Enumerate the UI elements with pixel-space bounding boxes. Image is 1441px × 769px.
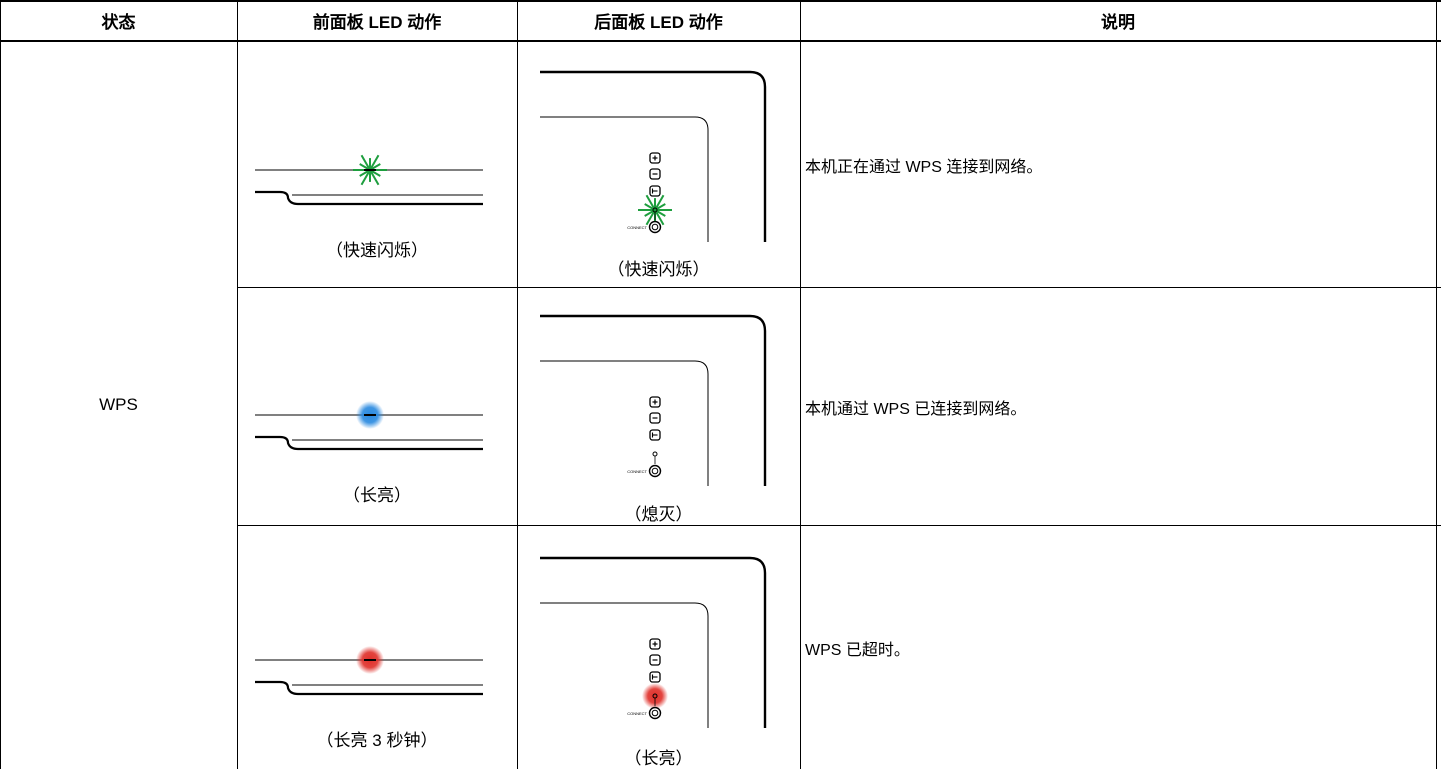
header-rear-led: 后面板 LED 动作	[594, 13, 723, 32]
rear-button-minus	[649, 168, 661, 180]
rear-inner-frame	[540, 116, 709, 242]
front-panel-illustration-2	[255, 401, 483, 451]
rear-button-input	[649, 429, 661, 441]
panel-bezel-edge	[255, 190, 483, 206]
rear-button-plus	[649, 396, 661, 408]
led-flash-ray	[654, 209, 665, 226]
rear-button-input	[649, 185, 661, 197]
led-flash-ray	[360, 154, 371, 171]
led-flash-ray	[369, 169, 380, 186]
rear-panel-illustration-1: CONNECT	[540, 70, 767, 242]
header-front-led: 前面板 LED 动作	[312, 13, 442, 32]
header-description: 说明	[1101, 13, 1135, 32]
connect-label: CONNECT	[627, 469, 647, 474]
rear-led-dot	[652, 451, 658, 457]
rear-panel-illustration-3: CONNECT	[540, 556, 767, 728]
col-divider-2	[517, 0, 518, 769]
led-flash-ray	[645, 194, 656, 211]
row-divider-2	[237, 525, 1441, 526]
row-divider-1	[237, 287, 1441, 288]
row-3-rear-caption: （长亮）	[624, 749, 693, 768]
connect-label: CONNECT	[627, 225, 647, 230]
col-divider-1	[237, 0, 238, 769]
rear-outer-frame	[540, 556, 767, 728]
rear-button-minus	[649, 654, 661, 666]
rear-panel-illustration-2: CONNECT	[540, 314, 767, 486]
row-2-front-caption: （长亮）	[343, 486, 411, 505]
led-glow	[642, 683, 668, 709]
row-2-description: 本机通过 WPS 已连接到网络。	[805, 400, 1027, 418]
row-1-front-caption: （快速闪烁）	[326, 241, 428, 260]
row-1-rear-caption: （快速闪烁）	[607, 260, 710, 279]
state-cell: WPS	[99, 395, 138, 414]
row-3-front-caption: （长亮 3 秒钟）	[316, 731, 438, 750]
led-flash-ray	[654, 194, 665, 211]
row-1-description: 本机正在通过 WPS 连接到网络。	[805, 158, 1043, 176]
connect-button	[648, 706, 662, 720]
led-flash-ray	[360, 169, 371, 186]
panel-bezel-edge	[255, 435, 483, 451]
table-right-border	[1436, 0, 1437, 769]
front-panel-illustration-1	[255, 154, 483, 206]
panel-bezel-edge	[255, 680, 483, 696]
front-panel-illustration-3	[255, 646, 483, 696]
rear-inner-frame	[540, 602, 709, 728]
header-divider	[0, 40, 1441, 42]
row-2-rear-caption: （熄灭）	[624, 505, 693, 524]
col-divider-3	[800, 0, 801, 769]
row-3-description: WPS 已超时。	[805, 641, 910, 659]
header-state: 状态	[101, 13, 136, 32]
connect-label: CONNECT	[627, 711, 647, 716]
connect-button-inner	[651, 223, 659, 231]
rear-outer-frame	[540, 314, 767, 486]
led-flash-ray	[369, 154, 380, 171]
rear-button-input	[649, 671, 661, 683]
table-top-border	[0, 0, 1441, 2]
connect-button	[648, 464, 662, 478]
connect-button	[648, 220, 662, 234]
rear-button-minus	[649, 412, 661, 424]
rear-inner-frame	[540, 360, 709, 486]
connect-button-inner	[651, 709, 659, 717]
led-flash-ray	[645, 209, 656, 226]
rear-button-plus	[649, 152, 661, 164]
table-left-border	[0, 0, 1, 769]
rear-button-plus	[649, 638, 661, 650]
rear-outer-frame	[540, 70, 767, 242]
connect-button-inner	[651, 467, 659, 475]
